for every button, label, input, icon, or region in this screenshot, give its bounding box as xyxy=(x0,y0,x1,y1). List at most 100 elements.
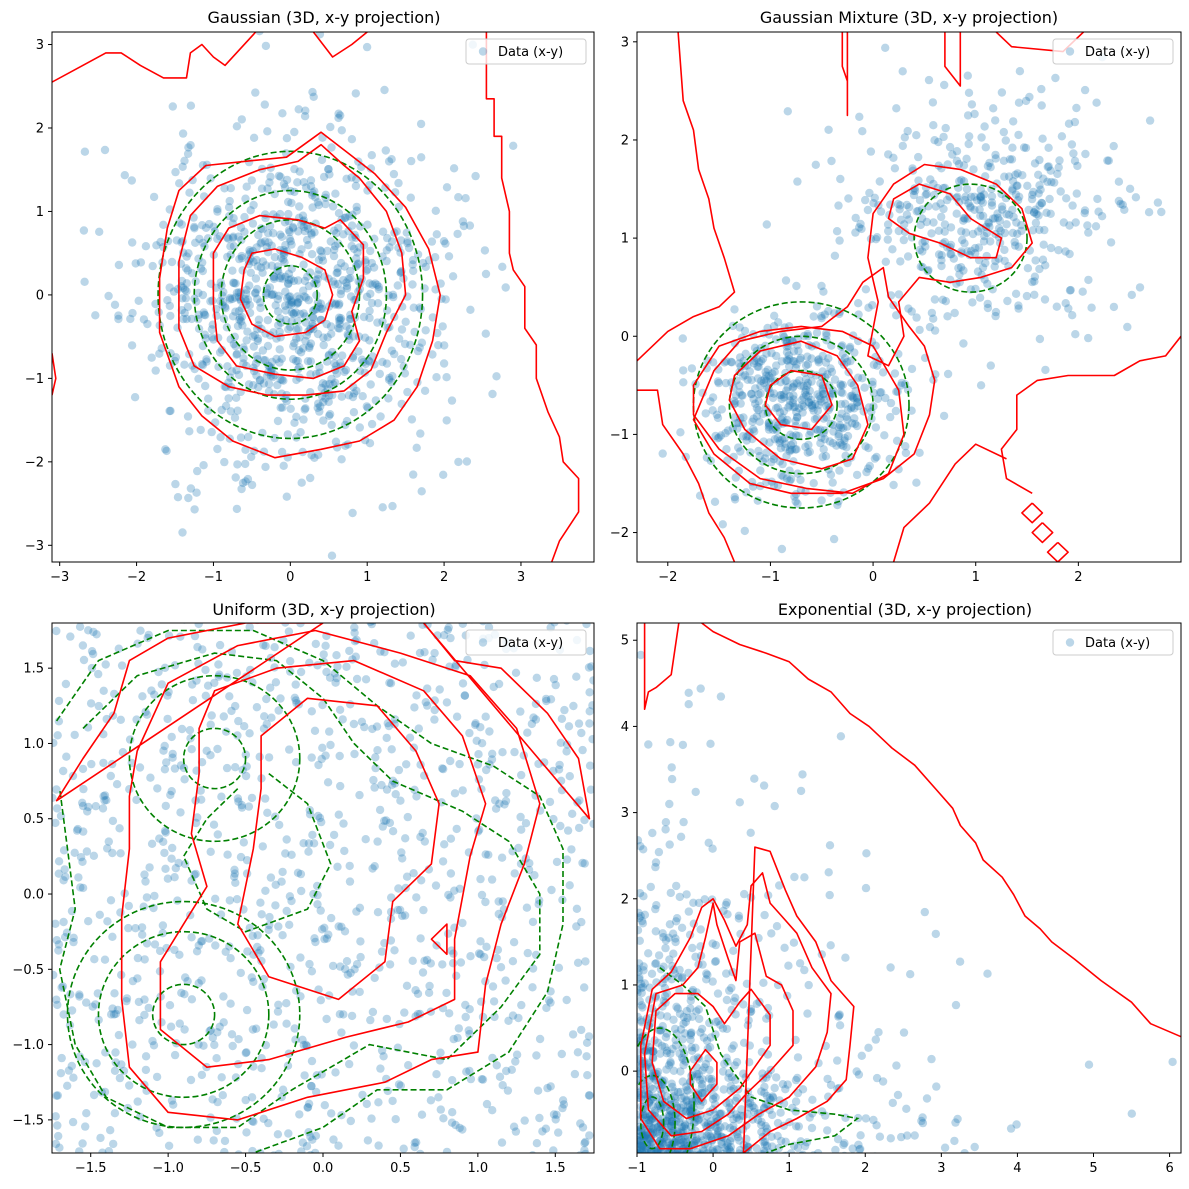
scatter-point xyxy=(54,869,63,878)
scatter-point xyxy=(320,1101,329,1110)
scatter-point xyxy=(1008,186,1017,195)
scatter-point xyxy=(638,1003,647,1012)
scatter-point xyxy=(851,228,860,237)
scatter-point xyxy=(686,1030,695,1040)
scatter-point xyxy=(356,952,365,962)
scatter-point xyxy=(88,1002,97,1011)
scatter-point xyxy=(181,294,191,303)
scatter-point xyxy=(872,1121,881,1130)
scatter-point xyxy=(261,794,270,803)
scatter-point xyxy=(921,190,930,199)
scatter-point xyxy=(125,735,135,744)
scatter-point xyxy=(276,403,285,412)
scatter-point xyxy=(291,680,300,689)
scatter-point xyxy=(637,911,645,921)
scatter-point xyxy=(321,641,330,650)
scatter-point xyxy=(254,382,263,392)
scatter-point xyxy=(183,149,193,158)
scatter-point xyxy=(201,334,210,343)
scatter-point xyxy=(796,1137,805,1146)
scatter-point xyxy=(1024,205,1033,215)
scatter-point xyxy=(780,943,789,952)
scatter-point xyxy=(100,791,110,800)
y-tick-label: −3 xyxy=(25,539,44,554)
scatter-point xyxy=(259,379,269,388)
scatter-point xyxy=(1071,330,1080,339)
scatter-point xyxy=(498,1081,507,1090)
scatter-point xyxy=(281,623,290,627)
scatter-point xyxy=(117,1060,126,1069)
scatter-point xyxy=(115,1073,125,1083)
scatter-point xyxy=(817,397,826,406)
scatter-point xyxy=(378,357,387,367)
x-tick-label: −1.0 xyxy=(152,1161,184,1176)
scatter-point xyxy=(466,1074,476,1084)
scatter-point xyxy=(828,439,838,448)
scatter-point xyxy=(229,232,238,241)
scatter-point xyxy=(707,1074,716,1084)
scatter-point xyxy=(458,623,467,628)
scatter-point xyxy=(285,892,295,901)
scatter-point xyxy=(679,1012,688,1022)
scatter-point xyxy=(375,805,385,815)
scatter-point xyxy=(792,407,801,417)
scatter-point xyxy=(428,655,437,664)
scatter-point xyxy=(789,357,798,366)
scatter-point xyxy=(1055,156,1064,165)
scatter-point xyxy=(289,355,298,364)
scatter-point xyxy=(886,412,895,422)
scatter-point xyxy=(862,849,871,858)
scatter-point xyxy=(255,376,265,385)
scatter-point xyxy=(673,1137,682,1146)
fit-contour-line xyxy=(637,1074,676,1153)
scatter-point xyxy=(231,763,240,772)
scatter-point xyxy=(943,369,953,379)
scatter-point xyxy=(131,924,140,933)
scatter-point xyxy=(259,1114,268,1124)
scatter-point xyxy=(861,883,871,893)
scatter-point xyxy=(334,300,343,310)
scatter-point xyxy=(704,1148,713,1153)
scatter-point xyxy=(455,884,464,893)
scatter-point xyxy=(739,1000,748,1009)
scatter-point xyxy=(327,913,336,923)
scatter-point xyxy=(692,1070,701,1079)
scatter-point xyxy=(740,326,750,336)
scatter-point xyxy=(322,319,331,329)
scatter-point xyxy=(165,283,174,292)
scatter-point xyxy=(715,1109,724,1119)
scatter-point xyxy=(184,249,193,258)
scatter-point xyxy=(124,901,133,911)
scatter-point xyxy=(329,251,339,261)
scatter-point xyxy=(704,1129,713,1139)
scatter-point xyxy=(239,343,248,352)
scatter-point xyxy=(1001,136,1010,145)
scatter-point xyxy=(204,394,213,403)
scatter-point xyxy=(723,1141,732,1150)
scatter-point xyxy=(234,1150,243,1153)
legend-label: Data (x-y) xyxy=(498,45,563,60)
scatter-point xyxy=(665,799,674,809)
scatter-point xyxy=(814,358,823,367)
scatter-point xyxy=(194,288,203,298)
scatter-point xyxy=(736,447,745,456)
scatter-point xyxy=(290,127,299,137)
y-tick-label: −1.5 xyxy=(12,1113,44,1128)
scatter-point xyxy=(845,344,854,353)
scatter-point xyxy=(452,712,462,721)
scatter-point xyxy=(300,292,309,301)
scatter-point xyxy=(217,792,226,801)
scatter-point xyxy=(658,1137,667,1147)
scatter-point xyxy=(245,729,254,738)
scatter-point xyxy=(980,122,989,131)
panel-title: Gaussian (3D, x-y projection) xyxy=(207,8,440,27)
kde-contour-line xyxy=(742,846,855,1153)
scatter-point xyxy=(851,213,860,223)
scatter-point xyxy=(990,262,999,271)
scatter-point xyxy=(240,212,249,222)
scatter-point xyxy=(253,931,262,940)
scatter-point xyxy=(585,1091,594,1100)
scatter-point xyxy=(281,240,290,250)
scatter-point xyxy=(182,279,191,288)
scatter-point xyxy=(869,1115,878,1125)
